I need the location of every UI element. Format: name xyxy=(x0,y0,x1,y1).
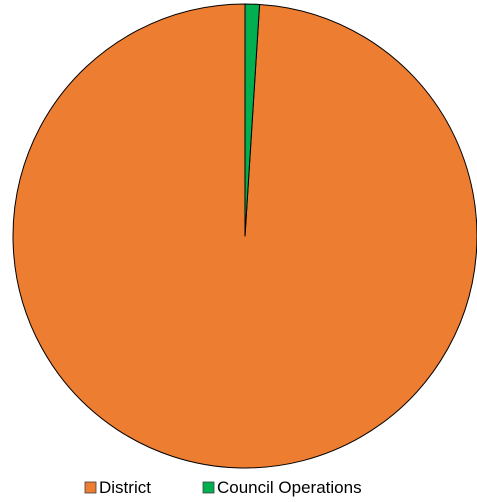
pie-slice-council-operations xyxy=(244,3,261,237)
legend: District Council Operations xyxy=(84,478,362,497)
legend-label-district: District xyxy=(99,478,151,497)
legend-swatch-council-operations xyxy=(202,481,215,494)
legend-swatch-district xyxy=(84,481,97,494)
legend-label-council-operations: Council Operations xyxy=(217,478,362,497)
pie-slices xyxy=(12,3,477,469)
